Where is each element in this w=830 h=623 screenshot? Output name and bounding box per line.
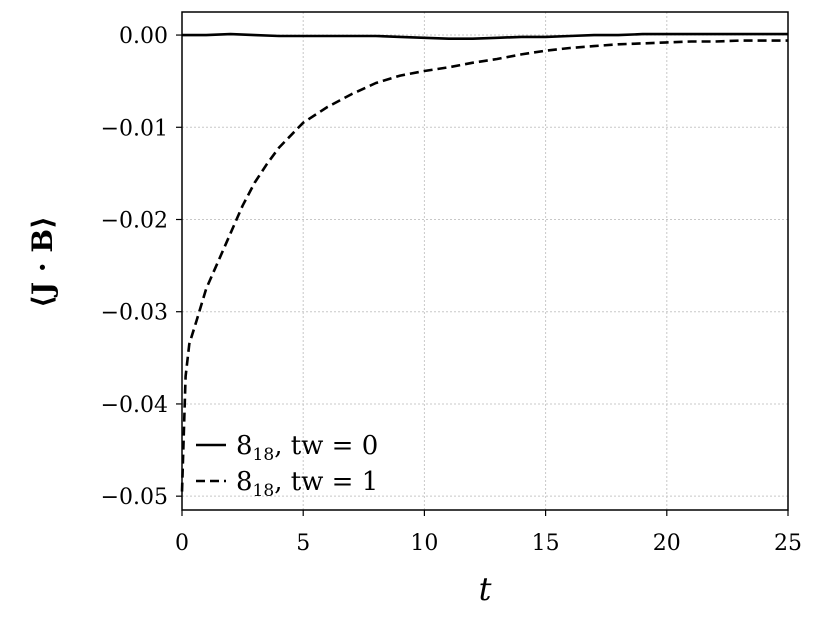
legend-label-main: 8 [236, 467, 253, 497]
x-axis-label: t [479, 570, 492, 608]
y-tick-label: 0.00 [119, 24, 168, 49]
legend-label-subscript: 18 [253, 445, 275, 465]
y-tick-label: −0.01 [101, 116, 168, 141]
legend-label-rest: , tw = 0 [274, 431, 378, 461]
x-tick-label: 20 [653, 531, 681, 556]
x-tick-label: 0 [175, 531, 189, 556]
y-tick-label: −0.03 [101, 301, 168, 326]
legend-label-1: 818, tw = 0 [236, 431, 378, 465]
legend-label-rest: , tw = 1 [274, 467, 378, 497]
y-tick-label: −0.05 [101, 485, 168, 510]
series-line-1 [182, 32, 788, 41]
legend-label-main: 8 [236, 431, 253, 461]
legend-label-subscript: 18 [253, 481, 275, 501]
x-tick-label: 10 [410, 531, 438, 556]
y-axis-label: ⟨J · B⟩ [26, 216, 59, 308]
x-tick-label: 15 [532, 531, 560, 556]
x-tick-label: 25 [774, 531, 802, 556]
grid-lines [181, 12, 789, 510]
x-tick-label: 5 [296, 531, 310, 556]
plot-frame [181, 11, 789, 511]
plot-series [180, 32, 788, 492]
series-line-2 [180, 39, 788, 492]
y-tick-label: −0.02 [101, 209, 168, 234]
y-tick-label: −0.04 [101, 393, 168, 418]
legend-label-2: 818, tw = 1 [236, 467, 378, 501]
axis-ticks: 0 5 10 15 20 25 0.00 −0.01 −0.02 −0.03 −0.04 −0.05 [101, 24, 802, 556]
